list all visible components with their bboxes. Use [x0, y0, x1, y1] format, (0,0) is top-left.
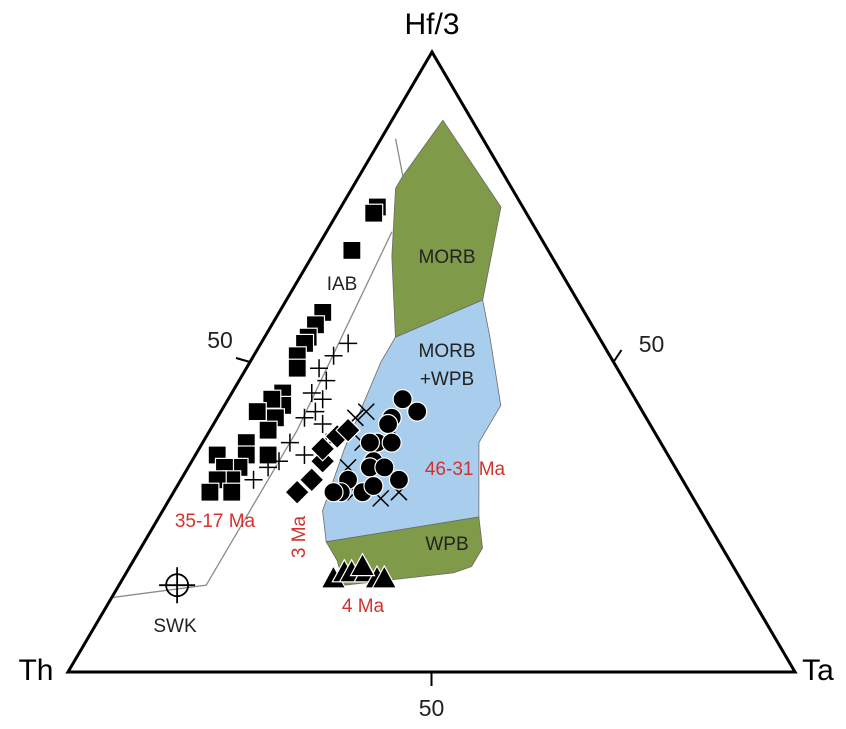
- triangle-marker: [371, 564, 398, 589]
- boundary-line: [111, 231, 393, 599]
- diamond-marker: [335, 417, 361, 444]
- square-marker: [364, 203, 384, 223]
- circle-marker: [381, 432, 402, 453]
- series-label: SWK: [153, 616, 197, 637]
- diamond-marker: [309, 435, 336, 462]
- tick-label: 50: [419, 695, 445, 721]
- field-label: MORB: [419, 247, 476, 268]
- axis-title: Th: [18, 654, 53, 687]
- plus-marker: [339, 334, 358, 353]
- circle-marker: [363, 475, 384, 497]
- plus-marker: [295, 408, 314, 427]
- annotation: IAB: [327, 274, 358, 295]
- plus-marker: [324, 346, 343, 365]
- field: [391, 119, 502, 338]
- tick-label: 50: [207, 327, 233, 353]
- field-label: MORB: [419, 341, 476, 362]
- tick-label: 50: [639, 331, 665, 357]
- plus-marker: [244, 470, 263, 489]
- plus-marker: [317, 371, 336, 390]
- boundary-line: [394, 138, 404, 177]
- square-marker: [247, 402, 267, 422]
- circle-marker: [374, 457, 395, 478]
- tick-mark: [235, 357, 251, 363]
- axis-title: Ta: [802, 654, 834, 687]
- triangle-marker: [349, 552, 376, 577]
- crosshair-marker: [159, 567, 196, 604]
- plus-marker: [295, 446, 314, 464]
- series-label: 35-17 Ma: [175, 511, 256, 532]
- plus-marker: [313, 415, 332, 433]
- plus-marker: [270, 452, 288, 471]
- field-label: WPB: [425, 534, 468, 555]
- crosshair-lines: [159, 567, 196, 604]
- circle-marker: [359, 432, 380, 453]
- plus-marker: [259, 458, 278, 477]
- square-marker: [200, 482, 220, 502]
- plus-marker: [280, 433, 299, 452]
- series-label: 3 Ma: [289, 515, 310, 558]
- axis-title: Hf/3: [404, 8, 459, 41]
- plus-marker: [310, 359, 329, 378]
- square-marker: [342, 240, 362, 260]
- square-marker: [287, 358, 307, 378]
- plus-marker: [302, 384, 321, 402]
- x-marker: [357, 403, 375, 421]
- square-marker: [258, 420, 278, 440]
- circle-marker: [407, 401, 428, 422]
- plus-marker: [306, 402, 325, 421]
- circle-marker: [392, 389, 413, 410]
- square-marker: [222, 482, 242, 502]
- circle-marker: [323, 482, 344, 503]
- tick-mark: [612, 349, 623, 363]
- field-label: +WPB: [420, 369, 474, 390]
- series-label: 4 Ma: [342, 596, 385, 617]
- diamond-marker: [298, 466, 325, 493]
- circle-marker: [388, 469, 410, 490]
- series-label: 46-31 Ma: [425, 459, 506, 480]
- diamond-marker: [284, 479, 310, 506]
- plus-marker: [313, 390, 332, 409]
- circle-marker: [377, 413, 399, 435]
